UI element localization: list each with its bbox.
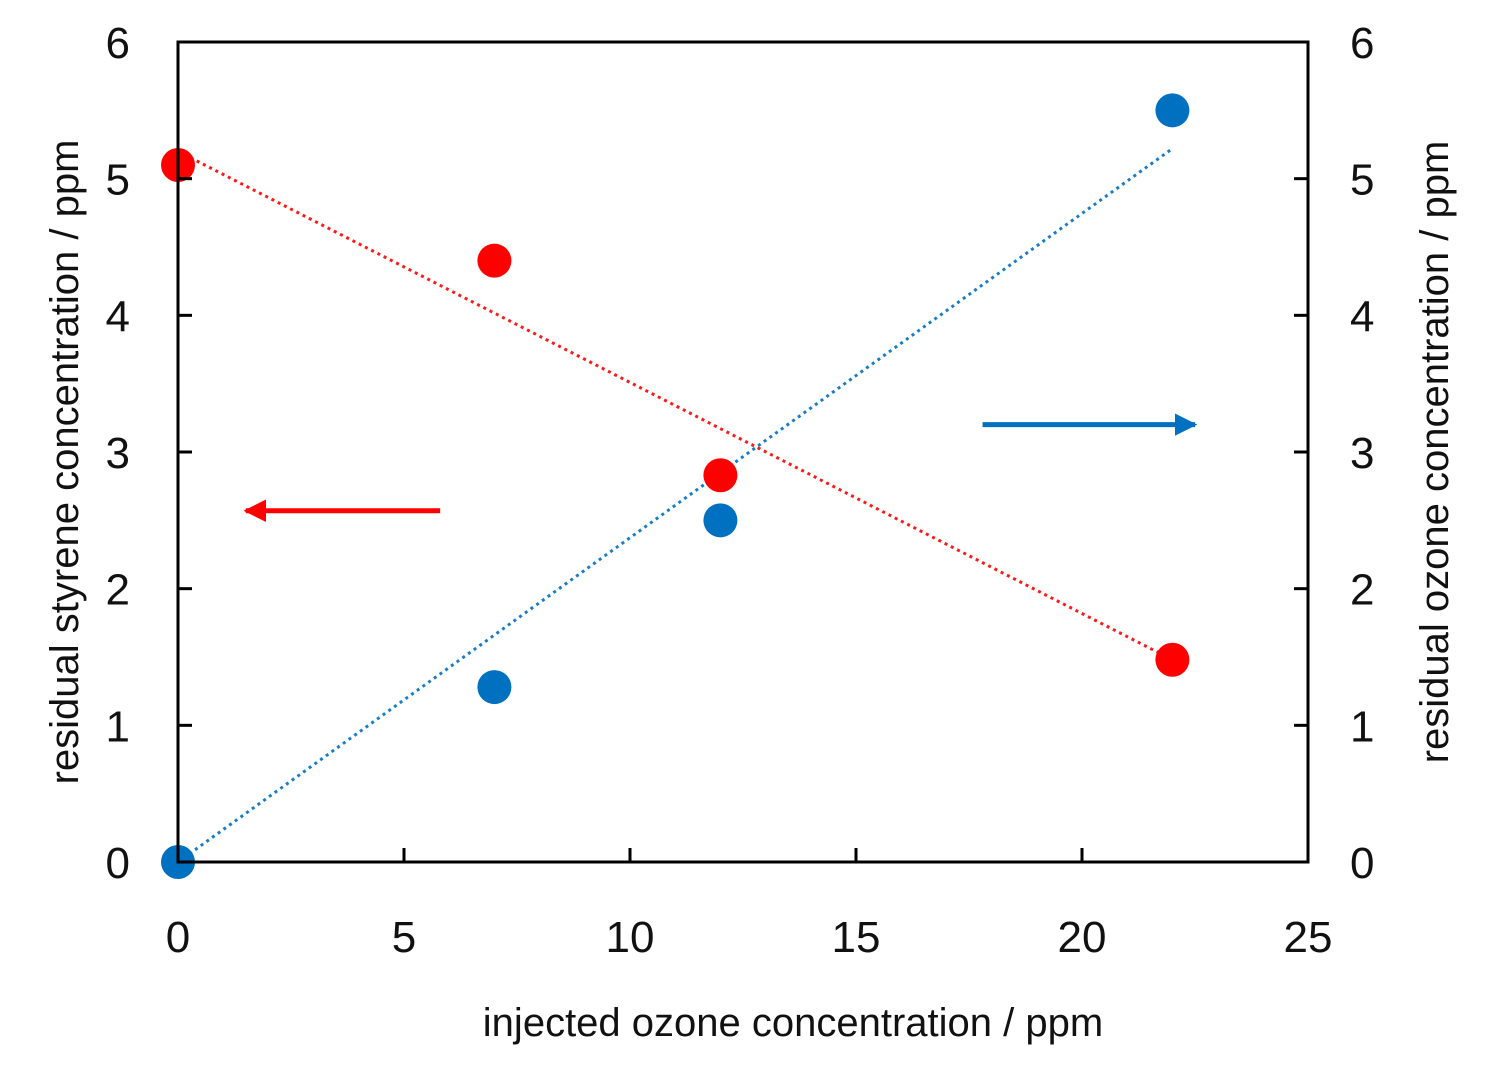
data-points [161, 93, 1190, 879]
right-y-tick-label: 0 [1350, 839, 1374, 888]
left-y-tick-label: 5 [106, 156, 130, 205]
left-y-tick-label: 2 [106, 566, 130, 615]
x-tick-label: 15 [832, 913, 881, 962]
left-y-tick-label: 4 [106, 292, 130, 341]
x-tick-label: 5 [392, 913, 416, 962]
right-y-tick-label: 1 [1350, 702, 1374, 751]
left-y-tick-label: 0 [106, 839, 130, 888]
residual-styrene-point [477, 243, 512, 278]
right-y-tick-label: 6 [1350, 19, 1374, 68]
left-y-tick-label: 6 [106, 19, 130, 68]
x-tick-label: 10 [606, 913, 655, 962]
axis-ticks: 0 5 10 15 20 25 0 1 2 3 4 5 6 0 1 2 3 4 5 6 [106, 19, 1375, 962]
left-y-tick-label: 3 [106, 429, 130, 478]
x-tick-label: 20 [1058, 913, 1107, 962]
residual-styrene-trendline [177, 149, 1174, 662]
residual-styrene-point [703, 458, 738, 493]
residual-ozone-point [703, 503, 738, 538]
x-axis-title: injected ozone concentration / ppm [483, 1001, 1103, 1045]
right-y-tick-label: 4 [1350, 292, 1374, 341]
axis-indicator-arrows [243, 413, 1198, 523]
residual-ozone-point [477, 670, 512, 705]
right-y-tick-label: 5 [1350, 156, 1374, 205]
x-tick-label: 25 [1284, 913, 1333, 962]
right-y-axis-title: residual ozone concentration / ppm [1413, 141, 1457, 764]
plot-area-frame [176, 40, 1310, 864]
left-y-tick-label: 1 [106, 702, 130, 751]
left-y-axis-title: residual styrene concentration / ppm [43, 140, 87, 785]
x-tick-label: 0 [166, 913, 190, 962]
trendlines [177, 147, 1174, 864]
residual-ozone-trendline [177, 147, 1174, 864]
residual-ozone-point [1155, 93, 1190, 128]
residual-styrene-point [1155, 642, 1190, 677]
right-y-tick-label: 2 [1350, 566, 1374, 615]
right-y-tick-label: 3 [1350, 429, 1374, 478]
